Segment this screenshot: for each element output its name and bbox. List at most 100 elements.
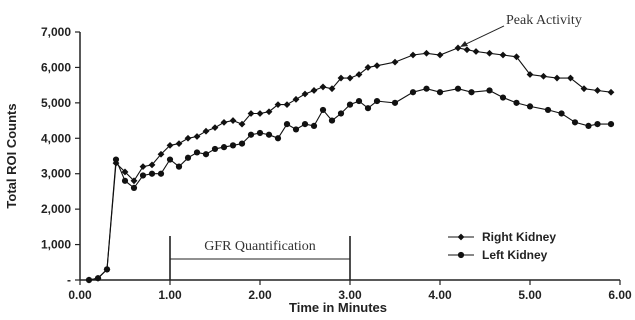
- data-point-right-kidney: [121, 168, 129, 176]
- data-point-left-kidney: [211, 145, 219, 153]
- data-point-left-kidney: [328, 117, 336, 124]
- data-point-left-kidney: [594, 121, 601, 128]
- y-tick-label: 2,000: [41, 202, 71, 216]
- data-point-right-kidney: [567, 74, 574, 82]
- data-point-right-kidney: [319, 83, 327, 91]
- data-point-left-kidney: [544, 106, 552, 114]
- peak-label: Peak Activity: [506, 13, 582, 28]
- data-point-left-kidney: [103, 266, 111, 273]
- data-point-right-kidney: [139, 163, 147, 171]
- data-point-right-kidney: [193, 133, 201, 140]
- y-tick-label: 1,000: [41, 238, 71, 252]
- data-point-right-kidney: [337, 74, 345, 82]
- data-point-left-kidney: [157, 170, 165, 177]
- data-point-right-kidney: [130, 177, 138, 185]
- peak-arrow-head: [460, 40, 468, 47]
- peak-arrow-line: [461, 25, 505, 47]
- legend: Right Kidney Left Kidney: [448, 230, 556, 262]
- data-point-right-kidney: [486, 49, 493, 57]
- data-point-right-kidney: [247, 110, 255, 117]
- data-point-left-kidney: [292, 126, 300, 133]
- data-point-right-kidney: [364, 64, 372, 71]
- x-tick-label: 4.00: [428, 288, 452, 302]
- x-tick-label: 2.00: [248, 288, 272, 302]
- data-point-right-kidney: [166, 141, 174, 149]
- data-point-left-kidney: [373, 97, 381, 105]
- data-point-left-kidney: [526, 103, 534, 110]
- data-point-left-kidney: [148, 170, 156, 177]
- data-point-right-kidney: [436, 51, 444, 59]
- legend-marker-left-kidney: [457, 251, 465, 259]
- y-tick-label: 3,000: [41, 167, 71, 181]
- x-tick-label: 3.00: [338, 288, 362, 302]
- data-point-left-kidney: [202, 151, 210, 158]
- gfr-annotation: GFR Quantification: [169, 236, 351, 280]
- data-point-left-kidney: [558, 110, 565, 117]
- data-point-left-kidney: [486, 87, 493, 94]
- data-point-right-kidney: [472, 48, 480, 55]
- data-point-left-kidney: [94, 275, 102, 282]
- y-tick-label: 5,000: [41, 96, 71, 110]
- y-tick-label: 7,000: [41, 25, 71, 39]
- data-point-right-kidney: [607, 88, 615, 96]
- y-axis-title: Total ROI Counts: [4, 103, 19, 208]
- y-ticks: - 1,000 2,000 3,000 4,000 5,000 6,000 7,000: [41, 25, 80, 287]
- data-point-left-kidney: [513, 99, 520, 106]
- data-point-right-kidney: [175, 140, 183, 147]
- data-point-right-kidney: [594, 87, 601, 94]
- data-point-left-kidney: [238, 140, 246, 147]
- data-point-right-kidney: [238, 120, 246, 128]
- data-point-right-kidney: [454, 44, 462, 52]
- data-point-right-kidney: [310, 87, 318, 94]
- data-point-left-kidney: [130, 184, 138, 191]
- data-point-left-kidney: [274, 135, 282, 142]
- data-point-left-kidney: [166, 156, 174, 163]
- data-point-left-kidney: [454, 85, 462, 92]
- data-point-right-kidney: [526, 71, 534, 78]
- data-point-right-kidney: [256, 110, 264, 117]
- data-point-left-kidney: [175, 163, 183, 170]
- legend-marker-right-kidney: [457, 233, 465, 241]
- data-point-left-kidney: [220, 144, 228, 151]
- data-point-right-kidney: [301, 90, 309, 98]
- data-point-left-kidney: [229, 142, 237, 149]
- data-point-left-kidney: [310, 122, 318, 129]
- series-left-kidney: [85, 85, 615, 284]
- data-point-right-kidney: [220, 118, 228, 126]
- data-point-left-kidney: [121, 177, 129, 184]
- data-point-right-kidney: [463, 46, 471, 54]
- data-point-right-kidney: [513, 53, 520, 61]
- data-point-right-kidney: [148, 161, 156, 169]
- x-tick-label: 0.00: [68, 288, 92, 302]
- data-point-left-kidney: [409, 89, 417, 96]
- data-point-right-kidney: [283, 101, 291, 109]
- data-point-left-kidney: [85, 276, 93, 284]
- data-point-left-kidney: [607, 121, 615, 128]
- data-point-left-kidney: [571, 119, 579, 126]
- x-tick-label: 5.00: [518, 288, 542, 302]
- data-point-left-kidney: [355, 97, 363, 105]
- data-point-right-kidney: [229, 117, 237, 124]
- data-point-left-kidney: [265, 131, 273, 138]
- data-point-left-kidney: [499, 94, 507, 101]
- data-point-right-kidney: [391, 58, 399, 66]
- data-point-right-kidney: [274, 101, 282, 109]
- data-point-left-kidney: [436, 89, 444, 96]
- data-point-left-kidney: [256, 129, 264, 137]
- data-point-right-kidney: [499, 51, 507, 59]
- data-point-left-kidney: [319, 106, 327, 114]
- peak-annotation: Peak Activity: [460, 13, 582, 47]
- data-point-left-kidney: [585, 122, 592, 129]
- data-point-right-kidney: [184, 134, 192, 142]
- data-point-right-kidney: [580, 85, 588, 93]
- x-tick-label: 1.00: [158, 288, 182, 302]
- data-point-right-kidney: [211, 124, 219, 132]
- data-point-right-kidney: [292, 95, 300, 103]
- data-point-right-kidney: [409, 51, 417, 59]
- data-point-left-kidney: [364, 105, 372, 112]
- data-point-left-kidney: [337, 110, 345, 117]
- data-point-left-kidney: [112, 156, 120, 163]
- x-ticks: 0.00 1.00 2.00 3.00 4.00 5.00 6.00: [68, 280, 632, 302]
- data-point-left-kidney: [346, 101, 354, 108]
